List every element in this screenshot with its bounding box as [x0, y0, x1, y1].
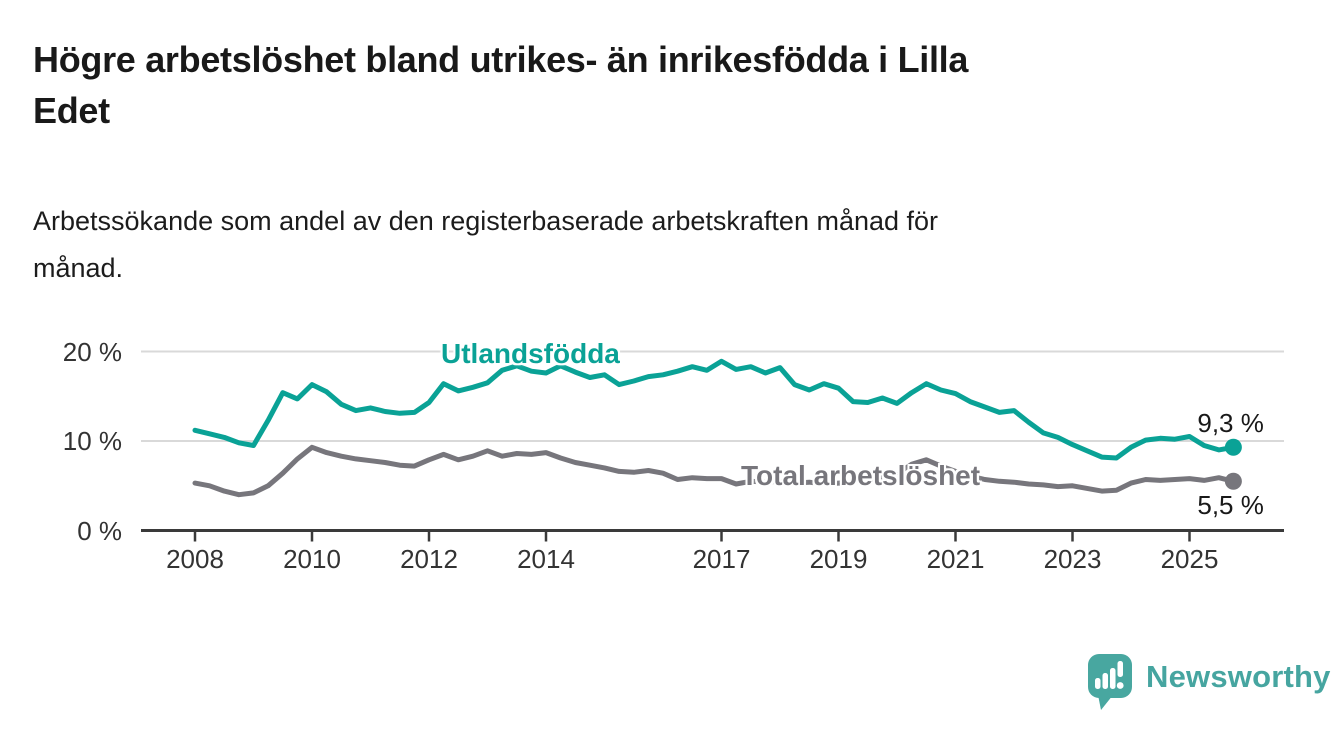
- title-line-1: Högre arbetslöshet bland utrikes- än inr…: [33, 39, 969, 80]
- x-tick-label: 2021: [926, 544, 985, 574]
- newsworthy-brand: Newsworthy: [1087, 654, 1331, 710]
- x-tick-label: 2014: [517, 544, 575, 574]
- subtitle-line-1: Arbetssökande som andel av den registerb…: [33, 206, 939, 236]
- newsworthy-logo-icon: [1088, 654, 1132, 710]
- end-value-utlandsfodda: 9,3 %: [1197, 408, 1264, 439]
- x-tick-label: 2012: [400, 544, 458, 574]
- x-tick-label: 2017: [692, 544, 751, 574]
- x-tick-label: 2023: [1043, 544, 1102, 574]
- x-tick-label: 2025: [1160, 544, 1219, 574]
- x-tick-label: 2010: [283, 544, 341, 574]
- page-title: Högre arbetslöshet bland utrikes- än inr…: [33, 34, 1313, 136]
- y-tick-label: 20 %: [62, 336, 122, 367]
- x-tick-label: 2008: [166, 544, 224, 574]
- end-value-total: 5,5 %: [1197, 490, 1264, 521]
- newsworthy-wordmark: Newsworthy: [1146, 659, 1331, 694]
- series-label-total-arbetsloshet: Total arbetslöshet: [741, 460, 981, 491]
- chart-subtitle: Arbetssökande som andel av den registerb…: [33, 198, 1253, 292]
- y-tick-label: 10 %: [62, 426, 122, 456]
- subtitle-line-2: månad.: [33, 253, 124, 283]
- x-tick-label: 2019: [809, 544, 868, 574]
- y-tick-label: 0 %: [77, 515, 122, 546]
- title-line-2: Edet: [33, 90, 110, 131]
- series-label-utlandsfodda: Utlandsfödda: [441, 338, 620, 369]
